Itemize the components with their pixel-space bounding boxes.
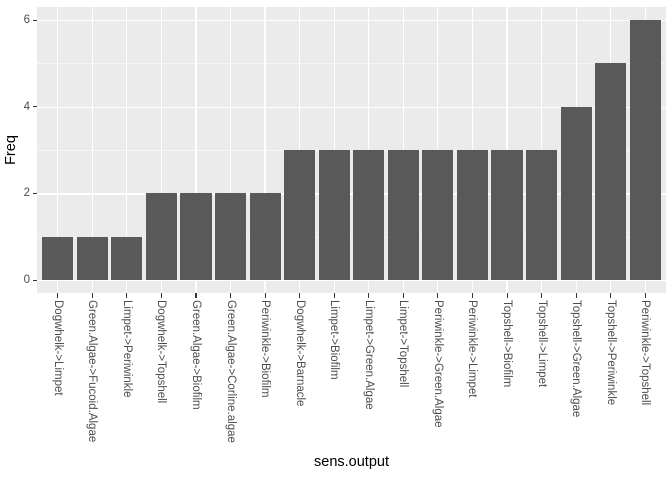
y-tick-mark xyxy=(32,106,37,108)
y-tick-mark xyxy=(32,19,37,21)
bar xyxy=(318,150,350,280)
gridline-v xyxy=(264,7,266,293)
bar xyxy=(387,150,419,280)
bar xyxy=(249,193,281,280)
plot-panel xyxy=(37,7,666,293)
gridline-major-h xyxy=(37,193,666,195)
x-tick-label: Periwinkle->Topshell xyxy=(639,300,652,406)
bar xyxy=(214,193,247,280)
x-tick-label: Green.Algae->Fucoid.Algae xyxy=(86,300,99,443)
y-tick-mark xyxy=(32,192,37,194)
x-tick-label: Green.Algae->Biofilm xyxy=(189,300,202,410)
x-tick-mark xyxy=(437,293,439,298)
x-tick-mark xyxy=(299,293,301,298)
y-tick-label: 4 xyxy=(23,100,30,113)
bar xyxy=(526,150,558,280)
x-tick-mark xyxy=(541,293,543,298)
x-tick-mark xyxy=(368,293,370,298)
gridline-minor-h xyxy=(37,236,666,238)
x-tick-label: Periwinkle->Limpet xyxy=(466,300,479,398)
gridline-v xyxy=(57,7,59,293)
bar xyxy=(284,150,316,280)
x-tick-label: Limpet->Biofilm xyxy=(328,300,341,380)
bar xyxy=(42,236,74,280)
x-tick-mark xyxy=(264,293,266,298)
bar xyxy=(629,20,661,280)
x-tick-label: Limpet->Green.Algae xyxy=(362,300,375,410)
gridline-minor-h xyxy=(37,63,666,65)
bar xyxy=(76,236,108,280)
y-tick-label: 6 xyxy=(23,14,30,26)
bar xyxy=(456,150,488,280)
gridline-v xyxy=(229,7,232,293)
gridline-v xyxy=(126,7,128,293)
x-tick-mark xyxy=(644,293,646,298)
x-tick-mark xyxy=(57,293,59,298)
bar xyxy=(595,63,627,280)
bar xyxy=(491,150,523,280)
gridline-minor-h xyxy=(37,150,666,151)
bar xyxy=(180,193,212,280)
bar xyxy=(353,150,385,280)
y-tick-mark xyxy=(32,279,37,281)
x-tick-label: Periwinkle->Biofilm xyxy=(259,300,272,398)
x-tick-label: Topshell->Periwinkle xyxy=(604,300,617,406)
x-tick-mark xyxy=(195,293,197,298)
x-tick-label: Periwinkle->Green.Algae xyxy=(431,300,444,428)
bar xyxy=(145,193,177,280)
x-tick-mark xyxy=(402,293,404,298)
x-tick-label: Topshell->Biofilm xyxy=(501,300,514,388)
bar xyxy=(111,236,143,280)
x-tick-mark xyxy=(610,293,612,298)
x-tick-label: Green.Algae->Corline.algae xyxy=(224,300,237,443)
x-tick-mark xyxy=(506,293,508,298)
x-axis-title: sens.output xyxy=(314,454,389,470)
y-axis-title: Freq xyxy=(3,135,19,165)
x-tick-label: Limpet->Topshell xyxy=(397,300,410,388)
x-tick-label: Dogwhelk->Topshell xyxy=(155,300,168,404)
x-tick-label: Dogwhelk->Limpet xyxy=(51,300,64,396)
x-tick-label: Limpet->Periwinkle xyxy=(120,300,133,398)
y-tick-label: 0 xyxy=(23,274,30,286)
gridline-major-h xyxy=(37,280,666,282)
y-tick-label: 2 xyxy=(23,187,30,200)
gridline-major-h xyxy=(37,106,666,108)
x-tick-mark xyxy=(91,293,93,298)
x-tick-mark xyxy=(160,293,162,298)
x-tick-mark xyxy=(333,293,335,298)
x-tick-label: Topshell->Green.Algae xyxy=(570,300,583,418)
x-tick-mark xyxy=(126,293,128,298)
gridline-v xyxy=(160,7,162,293)
x-tick-mark xyxy=(230,293,232,298)
x-tick-mark xyxy=(471,293,474,298)
gridline-major-h xyxy=(37,20,666,22)
x-tick-label: Topshell->Limpet xyxy=(535,300,548,388)
bar xyxy=(422,150,454,280)
gridline-v xyxy=(195,7,197,293)
bar xyxy=(560,106,592,280)
x-tick-label: Dogwhelk->Barnacle xyxy=(293,300,306,407)
gridline-v xyxy=(91,7,93,293)
x-tick-mark xyxy=(575,293,577,298)
